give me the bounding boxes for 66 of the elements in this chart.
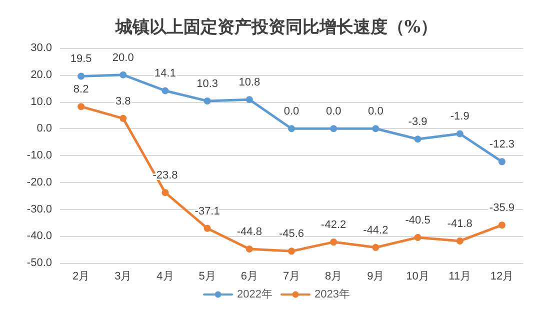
- point: [456, 130, 464, 138]
- point: [330, 238, 338, 246]
- x-tick-label: 10月: [406, 270, 430, 282]
- data-label: -1.9: [450, 110, 470, 123]
- data-label: -12.3: [489, 138, 514, 151]
- data-label: 3.8: [115, 95, 131, 108]
- data-label: -44.8: [236, 226, 262, 238]
- data-label: -3.9: [408, 116, 428, 128]
- chart-title: 城镇以上固定资产投资同比增长速度（%）: [114, 18, 438, 38]
- point: [246, 246, 253, 253]
- x-tick-label: 5月: [198, 270, 216, 282]
- data-label: -40.5: [405, 214, 430, 226]
- point: [78, 103, 85, 110]
- point: [78, 72, 85, 80]
- x-tick-label: 9月: [367, 270, 384, 282]
- y-tick-label: 30.0: [30, 42, 52, 54]
- point: [498, 222, 506, 229]
- x-tick-label: 6月: [240, 270, 258, 282]
- data-label: 10.8: [238, 76, 260, 89]
- point: [120, 71, 127, 78]
- x-tick-label: 11月: [448, 270, 472, 282]
- point: [414, 234, 422, 241]
- data-label: 19.5: [70, 53, 92, 66]
- x-tick-label: 12月: [490, 270, 514, 282]
- point: [120, 114, 127, 122]
- y-tick-label: -10.0: [26, 150, 52, 162]
- data-label: -44.2: [363, 224, 388, 236]
- point: [246, 96, 253, 104]
- y-tick-label: 10.0: [30, 96, 52, 108]
- data-label: 8.2: [73, 84, 89, 96]
- point: [288, 248, 295, 255]
- data-label: 10.3: [196, 78, 218, 90]
- data-label: -45.6: [278, 228, 304, 240]
- x-tick-label: 2月: [72, 270, 90, 282]
- point: [456, 237, 464, 244]
- y-tick-label: 0.0: [36, 122, 52, 135]
- data-label: 14.1: [154, 68, 176, 80]
- x-tick-label: 4月: [156, 270, 174, 282]
- point: [330, 125, 338, 132]
- data-label: 0.0: [284, 106, 300, 118]
- point: [372, 244, 380, 251]
- data-label: -42.2: [321, 219, 346, 232]
- data-label: 0.0: [326, 106, 342, 118]
- x-tick-label: 3月: [114, 270, 132, 282]
- y-tick-label: -50.0: [26, 257, 52, 269]
- y-tick-label: -30.0: [26, 203, 52, 216]
- point: [498, 158, 506, 166]
- point: [204, 224, 211, 232]
- data-label: -41.8: [447, 218, 472, 230]
- point: [162, 189, 169, 196]
- legend-label: 2023年: [314, 288, 350, 300]
- y-tick-label: -20.0: [26, 176, 52, 188]
- data-label: -35.9: [489, 202, 514, 214]
- point: [204, 97, 211, 104]
- x-tick-label: 8月: [325, 270, 342, 282]
- point: [288, 125, 295, 132]
- point: [414, 136, 422, 143]
- x-tick-label: 7月: [282, 270, 300, 282]
- data-label: 0.0: [368, 106, 384, 118]
- data-label: -37.1: [194, 205, 220, 218]
- y-tick-label: -40.0: [26, 230, 52, 242]
- y-tick-label: 20.0: [30, 68, 52, 81]
- legend-label: 2022年: [237, 288, 273, 300]
- data-label: 20.0: [112, 52, 134, 64]
- point: [372, 125, 380, 132]
- point: [162, 87, 169, 94]
